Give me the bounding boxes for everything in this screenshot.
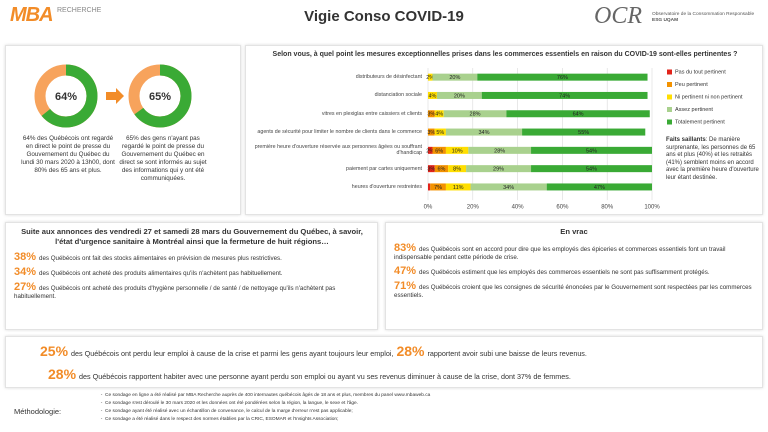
donut-text: 64% des Québécois ont regardé en direct …	[21, 135, 115, 174]
stat-text: des Québécois sont en accord pour dire q…	[394, 246, 726, 261]
org-logo: OCR	[594, 3, 642, 30]
employment: 25% des Québécois ont perdu leur emploi à…	[40, 341, 760, 387]
stat-value: 34%	[14, 266, 37, 278]
announcement-items: 38% des Québécois ont fait des stocks ali…	[14, 251, 370, 301]
stat-item: 38% des Québécois ont fait des stocks ali…	[14, 251, 370, 263]
org-name: Observatoire de la Consommation Responsa…	[652, 12, 755, 17]
stat-value: 71%	[394, 280, 417, 292]
stat-text: des Québécois rapportent habiter avec un…	[79, 372, 571, 381]
employment-line: 28% des Québécois rapportent habiter avec…	[40, 364, 760, 387]
stat-item: 34% des Québécois ont acheté des produits…	[14, 266, 370, 278]
highlights-title: Faits saillants	[666, 137, 706, 143]
stat-value: 28%	[396, 343, 425, 359]
stat-text: rapportent avoir subi une baisse de leur…	[427, 349, 587, 358]
category-label: vitres en plexiglas entre caissiers et c…	[321, 110, 422, 117]
category-label: heures d'ouverture restreintes	[351, 183, 422, 190]
stat-value: 38%	[14, 251, 37, 263]
stat-text: des Québécois ont fait des stocks alimen…	[39, 255, 282, 262]
category-label: distanciation sociale	[374, 92, 422, 99]
chart-title: Selon vous, à quel point les mesures exc…	[272, 51, 738, 58]
stat-text: des Québécois ont acheté des produits al…	[39, 270, 283, 277]
stat-value: 28%	[48, 366, 77, 382]
stat-value: 47%	[394, 265, 417, 277]
brand: MBA	[10, 4, 54, 26]
stat-value: 27%	[14, 281, 37, 293]
category-label: distributeurs de désinfectant	[355, 74, 422, 81]
misc-items: 83% des Québécois sont en accord pour dir…	[394, 242, 754, 300]
stat-text: des Québécois croient que les consignes …	[394, 284, 752, 299]
highlights: Faits saillants: De manière surprenante,…	[666, 137, 760, 183]
methodology-list: Ce sondage en ligne a été réalisé par MB…	[95, 392, 705, 424]
stat-item: 71% des Québécois croient que les consign…	[394, 280, 754, 300]
methodology-item: Ce sondage ayant été réalisé avec un éch…	[105, 408, 705, 416]
stat-item: 83% des Québécois sont en accord pour dir…	[394, 242, 754, 262]
org: OCR	[594, 3, 642, 29]
methodology-item: Ce sondage en ligne a été réalisé par MB…	[105, 392, 705, 400]
stat-text: des Québécois ont perdu leur emploi à ca…	[71, 349, 394, 358]
announcements-panel	[5, 222, 378, 330]
misc-title: En vrac	[560, 227, 588, 236]
category-label: première heure d'ouverture réservée aux …	[254, 144, 422, 157]
category-label: paiement par cartes uniquement	[346, 165, 422, 172]
stat-text: des Québécois ont acheté des produits d'…	[14, 285, 336, 300]
announcements: Suite aux annonces des vendredi 27 et sa…	[14, 227, 370, 306]
org-text: Observatoire de la Consommation Responsa…	[652, 12, 762, 24]
employment-panel	[5, 336, 763, 388]
misc-panel	[385, 222, 763, 330]
highlights-text: : De manière surprenante, les personnes …	[666, 137, 759, 181]
stat-item: 27% des Québécois ont acheté des produits…	[14, 281, 370, 301]
methodology-item: Ce sondage a été réalisé dans le respect…	[105, 416, 705, 424]
misc: En vrac 83% des Québécois sont en accord …	[394, 227, 754, 305]
announcements-title: Suite aux annonces des vendredi 27 et sa…	[21, 227, 363, 246]
methodology-item: Ce sondage s'est déroulé le 30 mars 2020…	[105, 400, 705, 408]
brand-sub: RECHERCHE	[57, 7, 102, 14]
stat-value: 25%	[40, 343, 69, 359]
brand-logo: MBA RECHERCHE	[10, 4, 101, 27]
category-label: agents de sécurité pour limiter le nombr…	[257, 129, 422, 136]
methodology-title: Méthodologie:	[14, 407, 62, 416]
page-title: Vigie Conso COVID-19	[304, 8, 464, 25]
donut-panel	[5, 45, 241, 215]
employment-line: 25% des Québécois ont perdu leur emploi à…	[40, 341, 760, 364]
stat-text: des Québécois estiment que les employés …	[419, 269, 710, 276]
stat-item: 47% des Québécois estiment que les employ…	[394, 265, 754, 277]
donut-text: 65% des gens n'ayant pas regardé le poin…	[119, 135, 207, 182]
org-sub: ESG UQAM	[652, 18, 679, 23]
stat-value: 83%	[394, 242, 417, 254]
